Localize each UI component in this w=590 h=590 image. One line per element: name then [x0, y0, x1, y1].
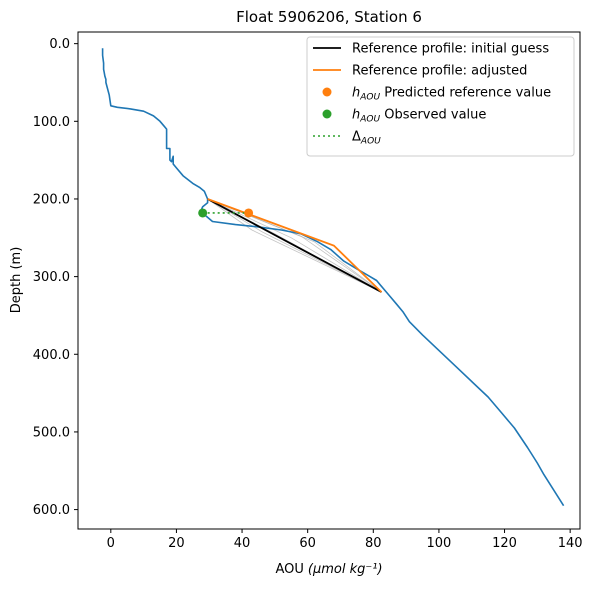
- observed-point: [198, 208, 208, 218]
- x-axis-label-text: AOU: [275, 562, 303, 577]
- x-axis-label-unit: (μmol kg⁻¹): [308, 562, 383, 577]
- y-tick-label-0: 0.0: [49, 37, 70, 52]
- y-tick-label-600: 600.0: [33, 503, 70, 518]
- legend-swatch-4: [322, 109, 332, 119]
- x-tick-label-20: 20: [168, 536, 185, 551]
- y-tick-label-300: 300.0: [33, 270, 70, 285]
- legend: Reference profile: initial guess Referenc…: [306, 36, 575, 157]
- x-tick-label-0: 0: [107, 536, 115, 551]
- x-axis-label: AOU (μmol kg⁻¹): [275, 562, 382, 577]
- predicted-point: [244, 208, 254, 218]
- legend-label-3: hAOU Predicted reference value: [352, 86, 551, 103]
- legend-label-5: ΔAOU: [352, 130, 381, 147]
- plot-area: [101, 48, 565, 507]
- y-tick-label-200: 200.0: [33, 192, 70, 207]
- profile-line: [101, 48, 565, 507]
- x-tick-label-140: 140: [558, 536, 583, 551]
- y-tick-label-500: 500.0: [33, 425, 70, 440]
- x-tick-label-120: 120: [492, 536, 517, 551]
- x-tick-label-100: 100: [427, 536, 452, 551]
- y-tick-label-400: 400.0: [33, 348, 70, 363]
- legend-label-2: Reference profile: adjusted: [352, 64, 527, 79]
- x-tick-label-80: 80: [365, 536, 382, 551]
- x-tick-label-40: 40: [234, 536, 251, 551]
- y-tick-label-100: 100.0: [33, 115, 70, 130]
- y-axis-label: Depth (m): [9, 247, 24, 314]
- legend-swatch-3: [322, 87, 332, 97]
- iteration-line-6: [207, 198, 382, 293]
- legend-label-1: Reference profile: initial guess: [352, 42, 549, 57]
- iteration-line-5: [207, 198, 382, 293]
- iteration-line-3: [207, 198, 382, 293]
- legend-frame: [306, 36, 575, 157]
- x-tick-label-60: 60: [299, 536, 316, 551]
- chart-title: Float 5906206, Station 6: [236, 8, 422, 26]
- initial-guess-line: [207, 198, 382, 293]
- legend-label-4: hAOU Observed value: [352, 108, 486, 125]
- y-axis: 0.0 100.0 200.0 300.0 400.0 500.0 600.0: [33, 37, 78, 518]
- axes-frame: [77, 31, 581, 530]
- x-axis: 0 20 40 60 80 100 120 140: [107, 529, 583, 551]
